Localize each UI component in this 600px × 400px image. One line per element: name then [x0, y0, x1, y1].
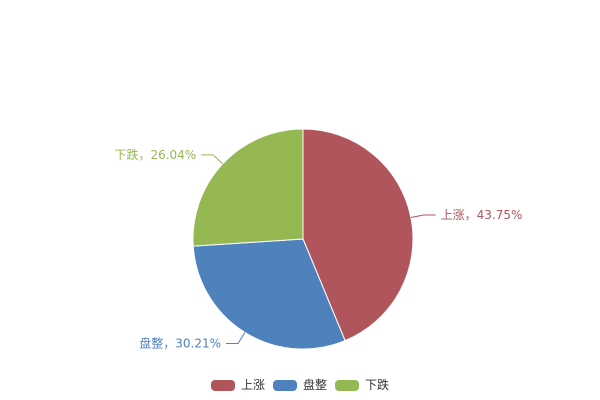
- slice-label-up: 上涨，43.75%: [441, 207, 523, 222]
- legend-label-down: 下跌: [365, 378, 390, 392]
- legend-item-up[interactable]: 上涨: [210, 378, 265, 392]
- pie-slice-up[interactable]: [302, 128, 414, 342]
- pie-slice-down[interactable]: [192, 128, 304, 247]
- slice-label-down: 下跌，26.04%: [114, 147, 196, 162]
- legend: 上涨 盘整 下跌: [0, 378, 600, 392]
- legend-swatch-flat: [272, 379, 297, 391]
- legend-label-up: 上涨: [240, 378, 265, 392]
- label-line-up: [410, 214, 436, 219]
- legend-swatch-down: [335, 379, 359, 391]
- label-line-down: [201, 154, 224, 165]
- legend-item-down[interactable]: 下跌: [335, 378, 389, 392]
- legend-label-flat: 盘整: [302, 378, 327, 392]
- legend-item-flat[interactable]: 盘整: [272, 378, 327, 392]
- label-line-flat: [226, 332, 246, 344]
- slice-label-flat: 盘整，30.21%: [139, 335, 221, 350]
- legend-swatch-up: [210, 379, 235, 391]
